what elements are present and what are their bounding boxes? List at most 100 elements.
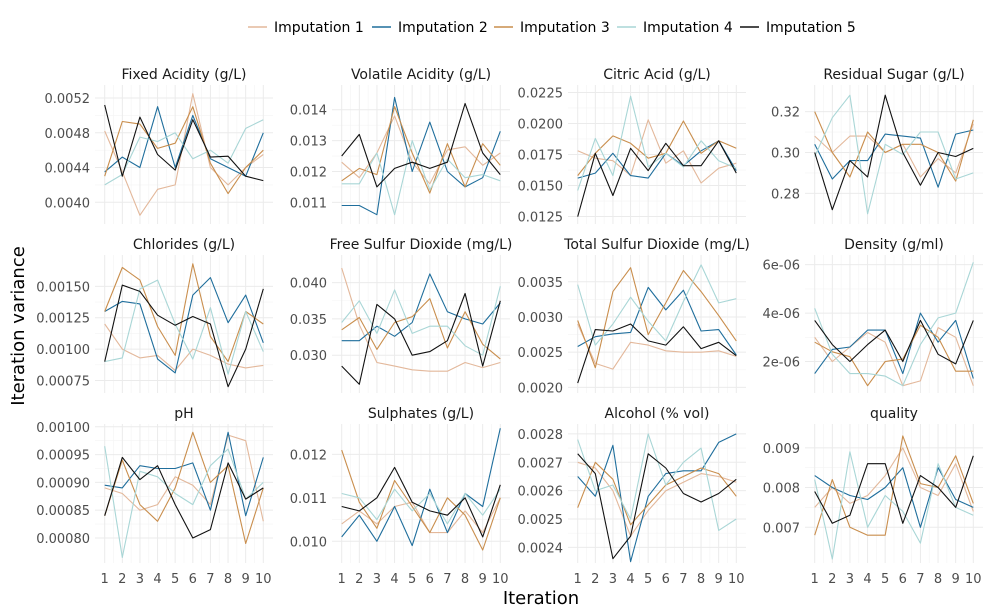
- series-line: [341, 286, 501, 356]
- y-tick-label: 0.00125: [36, 312, 90, 327]
- x-tick-label: 4: [153, 572, 161, 587]
- y-tick-label: 0.012: [290, 448, 327, 463]
- y-tick-label: 0.035: [290, 313, 327, 328]
- x-tick-label: 1: [811, 572, 819, 587]
- y-tick-label: 0.011: [290, 492, 327, 507]
- x-tick-label: 7: [443, 572, 451, 587]
- x-tick-label: 6: [426, 572, 434, 587]
- x-tick-label: 8: [697, 572, 705, 587]
- x-tick-label: 4: [863, 572, 871, 587]
- facet-panel: 0.010 0.011 0.012 Sulphates (g/L) 1 2 3 4 5 6 7 8 9 1…: [290, 406, 510, 587]
- x-tick-label: 6: [662, 572, 670, 587]
- series-line: [577, 323, 737, 370]
- series-line: [577, 453, 737, 560]
- series-line: [104, 106, 264, 195]
- x-tick-label: 9: [479, 572, 487, 587]
- series-line: [814, 94, 974, 211]
- x-tick-label: 4: [626, 572, 634, 587]
- series-line: [104, 284, 264, 388]
- series-line: [577, 120, 737, 176]
- legend-label: Imputation 1: [274, 20, 364, 36]
- x-tick-label: 2: [591, 572, 599, 587]
- x-tick-label: 5: [881, 572, 889, 587]
- series-line: [814, 467, 974, 528]
- x-tick-label: 7: [916, 572, 924, 587]
- x-tick-label: 6: [189, 572, 197, 587]
- facet-panel: 0.011 0.012 0.013 0.014 Volatile Acidity (g/…: [290, 67, 510, 224]
- x-tick-label: 8: [461, 572, 469, 587]
- y-tick-label: 0.00075: [36, 374, 90, 389]
- facet-panel: 0.0024 0.0025 0.0026 0.0027 0.0028 Alcohol (%…: [518, 406, 746, 587]
- y-tick-label: 0.32: [771, 106, 800, 121]
- series-line: [814, 129, 974, 188]
- x-tick-label: 9: [952, 572, 960, 587]
- y-tick-label: 0.00085: [36, 504, 90, 519]
- facet-title: Total Sulfur Dioxide (mg/L): [563, 237, 750, 253]
- y-tick-label: 0.011: [290, 196, 327, 211]
- facet-title: quality: [870, 406, 918, 422]
- series-line: [341, 449, 501, 551]
- facet-panels: 0.0040 0.0044 0.0048 0.0052 Fixed Acidity (g…: [36, 67, 983, 587]
- x-tick-label: 10: [492, 572, 509, 587]
- series-line: [104, 279, 264, 375]
- legend-label: Imputation 3: [520, 20, 610, 36]
- y-tick-label: 0.0030: [518, 311, 564, 326]
- series-line: [577, 119, 737, 184]
- y-tick-label: 0.30: [771, 146, 800, 161]
- x-tick-label: 2: [118, 572, 126, 587]
- x-tick-label: 1: [101, 572, 109, 587]
- y-tick-label: 0.0028: [518, 428, 564, 443]
- x-axis-title: Iteration: [503, 588, 579, 609]
- series-line: [577, 461, 737, 526]
- x-tick-label: 4: [390, 572, 398, 587]
- x-tick-label: 9: [242, 572, 250, 587]
- y-tick-label: 0.0026: [518, 485, 564, 500]
- facet-panel: 0.00080 0.00085 0.00090 0.00095 0.00100 pH 1 2 3…: [36, 406, 273, 587]
- series-line: [814, 447, 974, 512]
- x-tick-label: 3: [373, 572, 381, 587]
- facet-title: Free Sulfur Dioxide (mg/L): [330, 237, 513, 253]
- y-tick-label: 0.0048: [45, 127, 91, 142]
- y-tick-label: 4e-06: [762, 307, 800, 322]
- y-tick-label: 0.0225: [518, 86, 564, 101]
- y-tick-label: 2e-06: [762, 356, 800, 371]
- y-tick-label: 0.00095: [36, 449, 90, 464]
- y-tick-label: 0.00100: [36, 343, 90, 358]
- x-tick-label: 3: [846, 572, 854, 587]
- facet-panel: 0.28 0.30 0.32 Residual Sugar (g/L): [771, 67, 983, 224]
- series-line: [104, 431, 264, 545]
- y-tick-label: 0.0175: [518, 149, 564, 164]
- y-tick-label: 0.009: [763, 442, 800, 457]
- y-tick-label: 0.010: [290, 535, 327, 550]
- x-tick-label: 3: [136, 572, 144, 587]
- series-line: [104, 106, 264, 177]
- y-tick-label: 0.0025: [518, 513, 564, 528]
- y-tick-label: 0.0027: [518, 456, 564, 471]
- y-tick-label: 0.0200: [518, 117, 564, 132]
- series-line: [104, 323, 264, 371]
- series-line: [341, 102, 501, 188]
- x-tick-label: 1: [338, 572, 346, 587]
- x-tick-label: 1: [574, 572, 582, 587]
- y-tick-label: 0.008: [763, 482, 800, 497]
- facet-title: Chlorides (g/L): [133, 237, 235, 253]
- series-line: [104, 104, 264, 182]
- y-tick-label: 0.0024: [518, 541, 564, 556]
- series-line: [577, 264, 737, 346]
- facet-panel: 0.007 0.008 0.009 quality 1 2 3 4 5 6 7 8 9 10: [763, 406, 983, 587]
- y-tick-label: 0.00090: [36, 476, 90, 491]
- facet-panel: 0.0040 0.0044 0.0048 0.0052 Fixed Acidity (g…: [45, 67, 273, 224]
- series-line: [577, 95, 737, 191]
- series-line: [341, 96, 501, 216]
- series-line: [341, 466, 501, 538]
- y-tick-label: 0.28: [771, 187, 800, 202]
- facet-panel: 2e-06 4e-06 6e-06 Density (g/ml): [762, 237, 983, 393]
- series-line: [104, 263, 264, 363]
- series-line: [577, 433, 737, 531]
- series-line: [104, 277, 264, 374]
- y-tick-label: 0.00150: [36, 280, 90, 295]
- x-tick-label: 8: [224, 572, 232, 587]
- y-tick-label: 0.014: [290, 104, 327, 119]
- series-line: [577, 140, 737, 217]
- x-tick-label: 6: [899, 572, 907, 587]
